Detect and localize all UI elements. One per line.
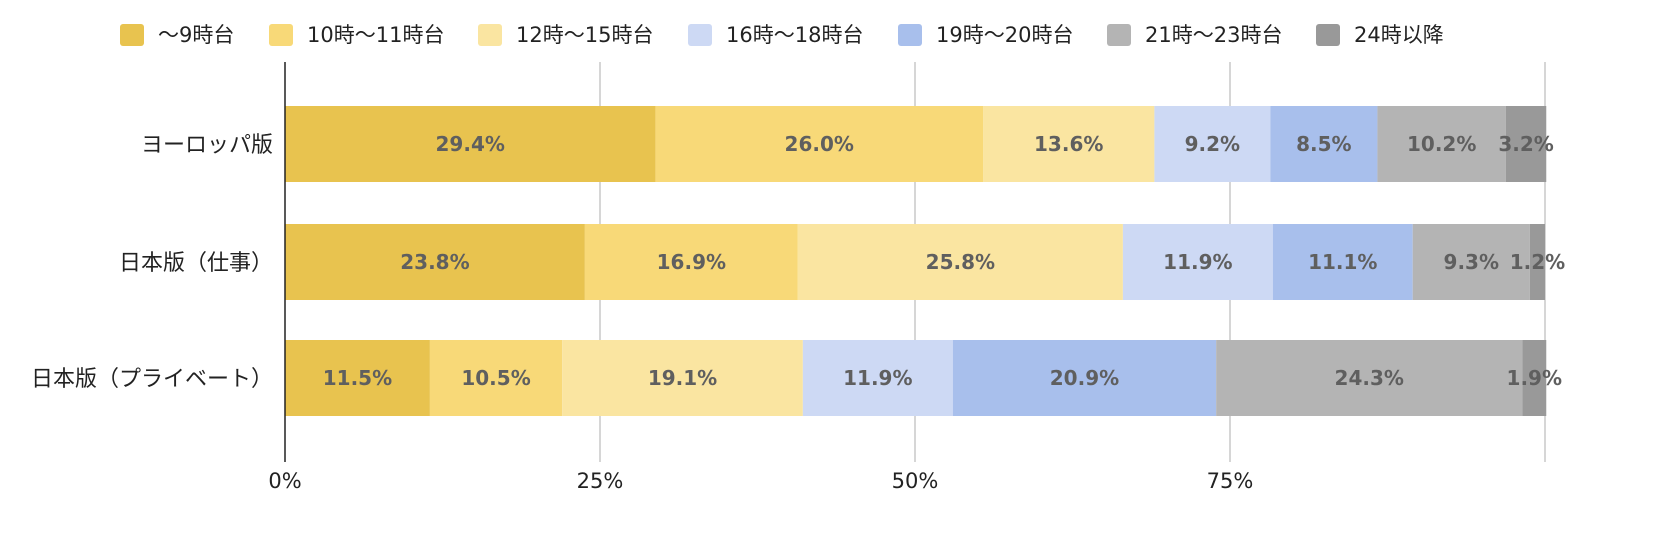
legend-item-series-6: 21時〜23時台 — [1107, 23, 1282, 47]
data-label-series-5: 8.5% — [1296, 132, 1351, 156]
bar-segment-series-6 — [1412, 224, 1530, 300]
legend-swatch-series-7 — [1316, 24, 1340, 46]
bar-segment-series-5 — [1270, 106, 1378, 182]
legend-swatch-series-3 — [478, 24, 502, 46]
legend-swatch-series-6 — [1107, 24, 1131, 46]
bar-segment-series-1 — [285, 224, 585, 300]
legend-label-series-4: 16時〜18時台 — [726, 23, 863, 47]
data-label-series-6: 9.3% — [1444, 250, 1499, 274]
bar-segment-series-4 — [1122, 224, 1273, 300]
data-label-series-2: 16.9% — [657, 250, 726, 274]
legend-item-series-4: 16時〜18時台 — [688, 23, 863, 47]
bar-segment-series-3 — [562, 340, 803, 416]
bar-row-3: 11.5% 10.5% 19.1% 11.9% 20.9% 24.3% 1.9% — [285, 340, 1562, 416]
category-label-2: 日本版（仕事） — [119, 251, 273, 276]
bar-segment-series-1 — [285, 340, 430, 416]
bar-segment-series-7 — [1522, 340, 1547, 416]
legend-swatch-series-4 — [688, 24, 712, 46]
bar-segment-series-7 — [1529, 224, 1545, 300]
bar-segment-series-3 — [797, 224, 1123, 300]
bar-segment-series-5 — [1272, 224, 1413, 300]
data-label-series-2: 10.5% — [461, 366, 530, 390]
data-label-series-6: 10.2% — [1407, 132, 1476, 156]
bar-segment-series-4 — [802, 340, 953, 416]
bar-segment-series-3 — [983, 106, 1155, 182]
legend-item-series-2: 10時〜11時台 — [269, 23, 444, 47]
bar-segment-series-7 — [1505, 106, 1547, 182]
legend: 〜9時台 10時〜11時台 12時〜15時台 16時〜18時台 19時〜20時台 21時〜… — [120, 23, 1444, 47]
x-tick-label-0: 0% — [268, 469, 301, 493]
data-label-series-4: 11.9% — [843, 366, 912, 390]
data-label-series-1: 23.8% — [400, 250, 469, 274]
bar-segment-series-2 — [429, 340, 563, 416]
legend-label-series-7: 24時以降 — [1354, 23, 1444, 47]
data-label-series-1: 11.5% — [323, 366, 392, 390]
legend-label-series-1: 〜9時台 — [158, 23, 234, 47]
legend-label-series-3: 12時〜15時台 — [516, 23, 653, 47]
data-label-series-2: 26.0% — [785, 132, 854, 156]
data-label-series-3: 13.6% — [1034, 132, 1103, 156]
bar-segment-series-6 — [1377, 106, 1506, 182]
bar-row-2: 23.8% 16.9% 25.8% 11.9% 11.1% 9.3% 1.2% — [285, 224, 1565, 300]
data-label-series-7: 3.2% — [1498, 132, 1553, 156]
x-axis-tick-labels: 0% 25% 50% 75% — [268, 469, 1253, 493]
data-label-series-7: 1.2% — [1510, 250, 1565, 274]
legend-item-series-5: 19時〜20時台 — [898, 23, 1073, 47]
data-label-series-5: 11.1% — [1308, 250, 1377, 274]
legend-item-series-1: 〜9時台 — [120, 23, 234, 47]
bar-segment-series-5 — [952, 340, 1217, 416]
bar-segment-series-4 — [1154, 106, 1271, 182]
bar-segment-series-1 — [285, 106, 656, 182]
x-tick-label-75: 75% — [1207, 469, 1254, 493]
legend-label-series-5: 19時〜20時台 — [936, 23, 1073, 47]
data-label-series-1: 29.4% — [436, 132, 505, 156]
category-label-1: ヨーロッパ版 — [141, 133, 273, 158]
bar-segment-series-6 — [1216, 340, 1523, 416]
data-label-series-3: 25.8% — [926, 250, 995, 274]
data-label-series-4: 9.2% — [1185, 132, 1240, 156]
bars: 29.4% 26.0% 13.6% 9.2% 8.5% 10.2% 3.2% 23.8% 16.… — [285, 106, 1565, 416]
legend-swatch-series-2 — [269, 24, 293, 46]
legend-item-series-7: 24時以降 — [1316, 23, 1444, 47]
legend-label-series-6: 21時〜23時台 — [1145, 23, 1282, 47]
data-label-series-7: 1.9% — [1507, 366, 1562, 390]
x-tick-label-50: 50% — [892, 469, 939, 493]
legend-label-series-2: 10時〜11時台 — [307, 23, 444, 47]
legend-swatch-series-1 — [120, 24, 144, 46]
bar-row-1: 29.4% 26.0% 13.6% 9.2% 8.5% 10.2% 3.2% — [285, 106, 1554, 182]
bar-segment-series-2 — [655, 106, 984, 182]
category-label-3: 日本版（プライベート） — [31, 367, 273, 392]
data-label-series-6: 24.3% — [1335, 366, 1404, 390]
data-label-series-3: 19.1% — [648, 366, 717, 390]
data-label-series-4: 11.9% — [1163, 250, 1232, 274]
x-tick-label-25: 25% — [577, 469, 624, 493]
legend-item-series-3: 12時〜15時台 — [478, 23, 653, 47]
legend-swatch-series-5 — [898, 24, 922, 46]
data-label-series-5: 20.9% — [1050, 366, 1119, 390]
bar-segment-series-2 — [584, 224, 798, 300]
